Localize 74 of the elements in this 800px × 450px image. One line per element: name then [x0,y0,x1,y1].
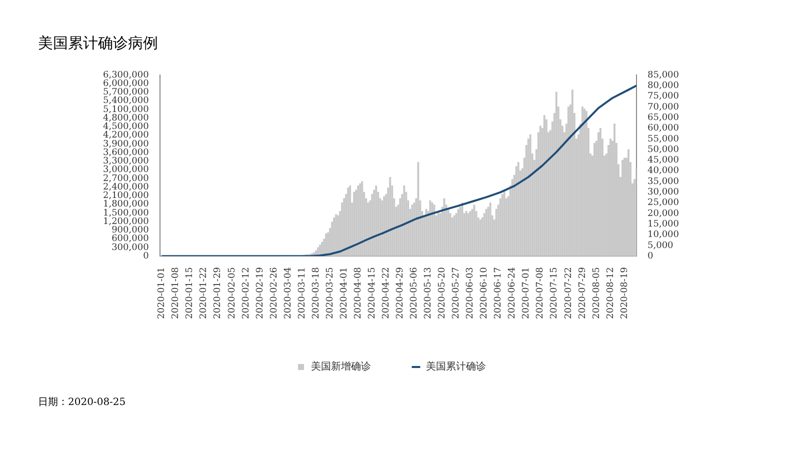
x-tick-label: 2020-07-22 [564,267,574,319]
x-tick-label: 2020-06-10 [480,266,490,319]
x-tick-label: 2020-04-15 [367,266,378,319]
y2-tick-label: 15,000 [648,219,680,230]
x-tick-label: 2020-05-13 [424,266,434,319]
y-tick-label: 3,900,000 [102,139,150,150]
x-tick-label: 2020-05-06 [410,266,420,319]
x-tick-label: 2020-01-01 [157,267,168,319]
y2-tick-label: 50,000 [648,144,680,155]
x-tick-label: 2020-06-17 [494,266,504,319]
y2-tick-label: 35,000 [648,176,680,187]
x-tick-label: 2020-03-18 [311,266,322,319]
x-tick-label: 2020-06-03 [466,266,476,319]
y-tick-label: 6,000,000 [102,78,150,89]
x-tick-label: 2020-04-22 [381,267,392,319]
y-tick-label: 0 [143,251,150,262]
x-tick-label: 2020-07-08 [536,266,546,319]
x-tick-label: 2020-01-08 [171,266,182,319]
y-tick-label: 5,100,000 [102,104,150,115]
y-tick-label: 4,200,000 [102,130,150,141]
y2-tick-label: 10,000 [648,230,680,240]
y-tick-label: 2,400,000 [102,182,150,192]
y-tick-label: 5,400,000 [102,96,150,106]
y2-tick-label: 20,000 [648,208,680,219]
y-tick-label: 600,000 [112,234,150,244]
x-tick-label: 2020-07-15 [550,266,560,319]
y2-tick-label: 60,000 [648,124,680,134]
y2-tick-label: 40,000 [648,166,680,176]
x-tick-label: 2020-04-01 [339,267,350,319]
y2-tick-label: 0 [648,251,654,262]
y-tick-label: 1,800,000 [102,200,150,210]
x-tick-label: 2020-02-19 [255,266,266,319]
y2-tick-label: 30,000 [648,188,680,198]
y-tick-label: 1,200,000 [102,216,150,227]
y-tick-label: 6,300,000 [102,70,150,80]
y-tick-label: 1,500,000 [102,208,150,218]
x-tick-label: 2020-03-11 [297,267,308,319]
y-tick-label: 3,600,000 [102,148,150,158]
x-tick-label: 2020-07-01 [522,267,532,319]
y-tick-label: 2,100,000 [102,191,150,202]
x-tick-label: 2020-01-29 [213,266,224,319]
y2-tick-label: 55,000 [648,134,680,144]
y2-tick-label: 5,000 [648,240,674,251]
x-tick-label: 2020-05-27 [452,266,462,319]
x-tick-label: 2020-07-29 [578,266,588,319]
x-tick-label: 2020-02-05 [227,266,238,319]
x-tick-label: 2020-08-19 [620,266,630,319]
x-tick-label: 2020-03-25 [325,266,336,319]
x-tick-label: 2020-04-08 [353,266,364,319]
x-tick-label: 2020-04-29 [396,266,406,319]
y-tick-label: 2,700,000 [102,174,150,184]
x-tick-label: 2020-02-26 [269,266,280,319]
y2-tick-label: 45,000 [648,156,680,166]
legend-label: 美国累计确诊 [426,360,486,373]
text: 日期：2020-08-25 [38,396,126,410]
y-tick-label: 300,000 [112,242,150,253]
x-tick-label: 2020-08-12 [606,267,616,319]
y-tick-label: 3,000,000 [102,165,150,176]
y2-tick-label: 65,000 [648,112,680,123]
x-tick-label: 2020-05-20 [438,266,448,319]
legend-label: 美国新增确诊 [311,360,371,373]
y2-tick-label: 70,000 [648,102,680,112]
x-tick-label: 2020-01-22 [199,267,210,319]
y2-tick-label: 75,000 [648,92,680,102]
y2-tick-label: 85,000 [648,70,680,80]
x-tick-label: 2020-06-24 [508,266,518,319]
y2-tick-label: 80,000 [648,80,680,91]
x-tick-label: 2020-02-12 [241,267,252,319]
y2-tick-label: 25,000 [648,198,680,208]
y-tick-label: 4,800,000 [102,113,150,124]
x-tick-label: 2020-01-15 [185,266,196,319]
chart-title: 美国累计确诊病例 [38,34,158,53]
x-tick-label: 2020-03-04 [283,266,294,319]
x-tick-label: 2020-08-05 [592,266,602,319]
